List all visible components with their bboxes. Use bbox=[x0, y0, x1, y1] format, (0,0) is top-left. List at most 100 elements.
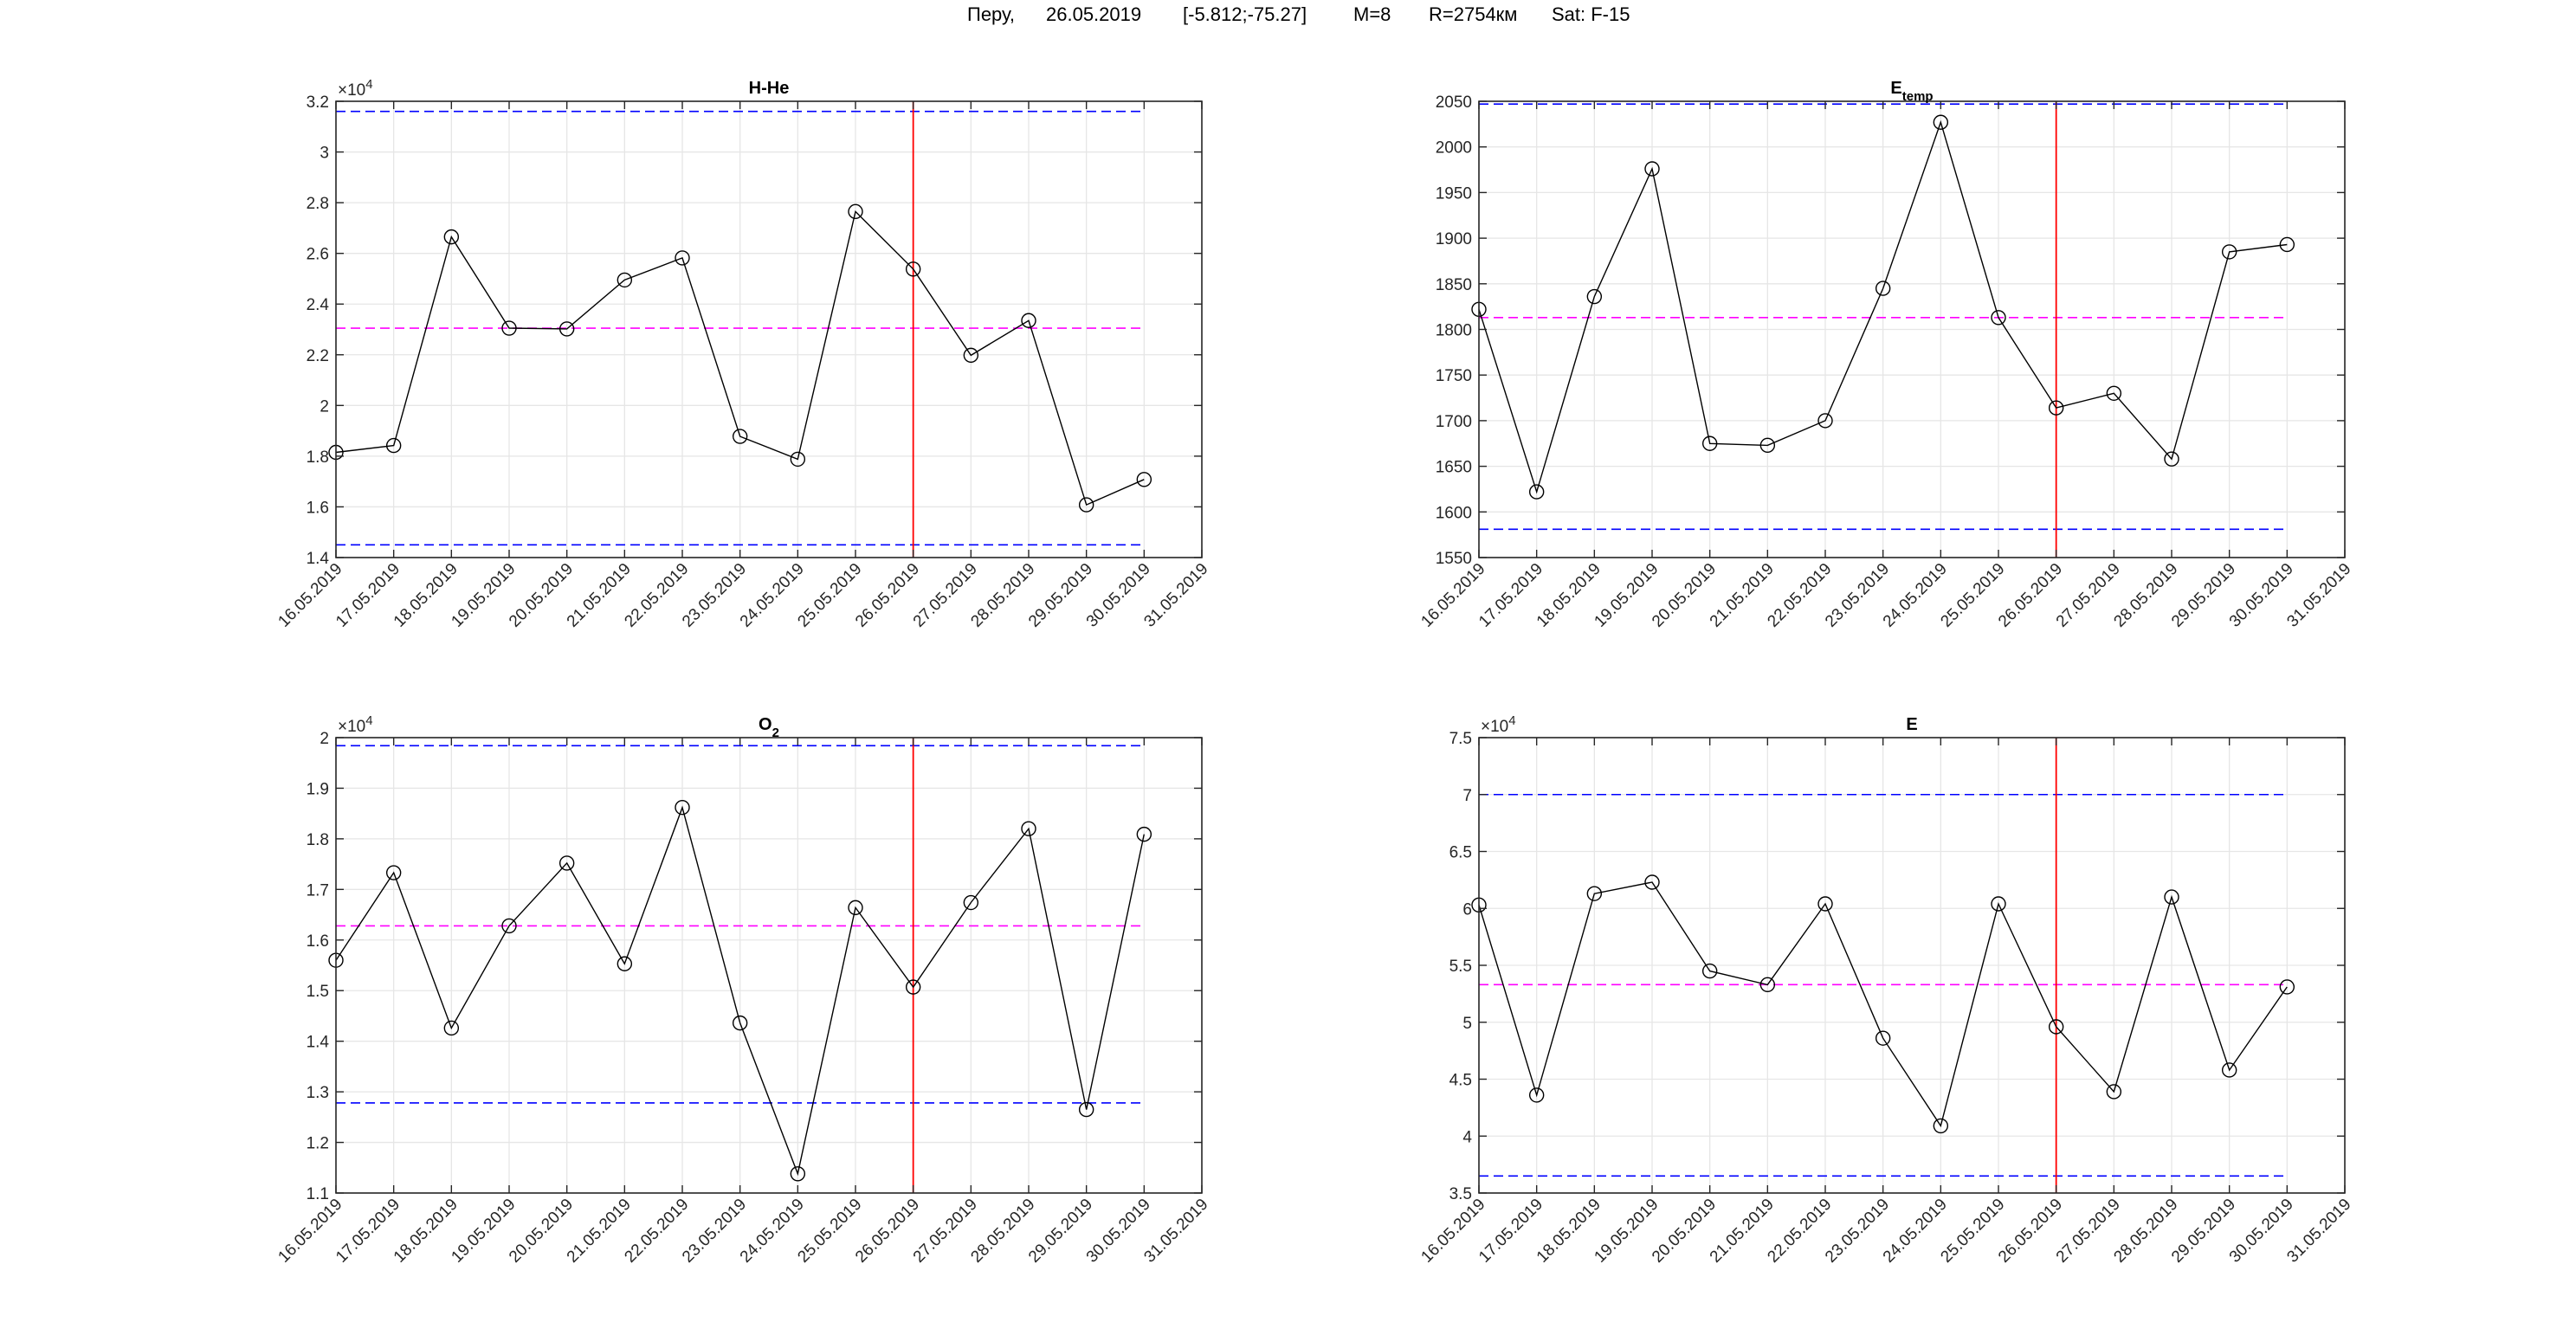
o2-data-point bbox=[848, 900, 863, 916]
e-temp-data-point bbox=[1991, 310, 2006, 326]
e-data-point bbox=[2221, 1062, 2237, 1078]
e-temp-data-point bbox=[2279, 236, 2295, 253]
h-he-title: H-He bbox=[749, 79, 790, 98]
e-y-tick-label: 7 bbox=[1462, 787, 1472, 805]
e-temp-data-point bbox=[1933, 114, 1949, 130]
h-he-data-point bbox=[617, 272, 633, 288]
e-temp-data-point bbox=[2164, 451, 2179, 467]
o2-y-tick-label: 1.4 bbox=[307, 1034, 330, 1052]
e-temp-y-tick-label: 1850 bbox=[1436, 276, 1472, 294]
h-he-data-point bbox=[1078, 497, 1094, 513]
o2-y-tick-label: 1.9 bbox=[307, 780, 329, 798]
e-temp-y-tick-label: 2000 bbox=[1436, 139, 1472, 158]
e-title: E bbox=[1906, 715, 1917, 734]
h-he-plot-area bbox=[336, 101, 1202, 558]
h-he-data-point bbox=[443, 229, 460, 245]
e-temp-y-tick-label: 1700 bbox=[1436, 413, 1472, 431]
e-temp-data-point bbox=[1528, 484, 1545, 500]
e-data-point bbox=[1701, 963, 1718, 979]
o2-y-tick-label: 1.5 bbox=[307, 983, 329, 1001]
o2-y-tick-label: 1.7 bbox=[307, 881, 329, 900]
h-he-data-point bbox=[790, 451, 806, 468]
h-he-y-tick-label: 2.4 bbox=[307, 296, 330, 314]
chart-panel-e: 3.544.555.566.577.516.05.201917.05.20191… bbox=[1417, 713, 2354, 1267]
e-temp-y-tick-label: 1600 bbox=[1436, 504, 1472, 522]
o2-data-point bbox=[443, 1020, 460, 1036]
e-temp-data-point bbox=[1875, 281, 1891, 296]
o2-data-point bbox=[1136, 826, 1152, 842]
e-temp-data-point bbox=[1586, 288, 1603, 305]
o2-y-tick-label: 1.2 bbox=[307, 1135, 329, 1153]
h-he-y-tick-label: 2.8 bbox=[307, 195, 329, 213]
h-he-data-point bbox=[732, 429, 748, 444]
e-data-point bbox=[2164, 889, 2179, 905]
e-y-tick-label: 5 bbox=[1462, 1015, 1472, 1033]
o2-title: O2 bbox=[759, 715, 779, 740]
e-temp-series-line bbox=[1478, 119, 2288, 494]
e-temp-y-tick-label: 1800 bbox=[1436, 322, 1472, 340]
figure-title-location: Перу, bbox=[967, 3, 1015, 25]
h-he-y-tick-label: 1.6 bbox=[307, 499, 329, 517]
o2-data-point bbox=[905, 979, 921, 995]
h-he-y-tick-label: 3 bbox=[320, 145, 329, 163]
h-he-data-point bbox=[1021, 313, 1036, 328]
h-he-data-point bbox=[905, 261, 921, 277]
o2-data-point bbox=[617, 956, 633, 971]
e-temp-title: Etemp bbox=[1890, 79, 1933, 104]
e-y-tick-label: 7.5 bbox=[1449, 730, 1472, 748]
h-he-y-tick-label: 2.6 bbox=[307, 246, 329, 264]
o2-series-line bbox=[335, 805, 1145, 1177]
figure-title-date: 26.05.2019 bbox=[1046, 3, 1141, 25]
e-data-point bbox=[1817, 896, 1833, 912]
e-temp-data-point bbox=[2048, 400, 2064, 416]
h-he-data-point bbox=[963, 347, 979, 364]
e-y-tick-label: 5.5 bbox=[1449, 958, 1472, 976]
o2-data-point bbox=[501, 918, 517, 934]
o2-data-point bbox=[1021, 821, 1036, 836]
h-he-y-exponent-label: ×104 bbox=[338, 77, 373, 100]
e-data-point bbox=[1875, 1030, 1891, 1046]
e-data-point bbox=[2279, 979, 2295, 995]
h-he-data-point bbox=[675, 250, 690, 266]
e-y-tick-label: 3.5 bbox=[1449, 1185, 1472, 1203]
o2-axes-box bbox=[335, 737, 1203, 1194]
o2-data-point bbox=[385, 865, 402, 880]
o2-y-exponent-label: ×104 bbox=[338, 713, 373, 736]
o2-y-tick-label: 1.1 bbox=[307, 1185, 329, 1203]
e-y-exponent-label: ×104 bbox=[1481, 713, 1516, 736]
o2-y-tick-label: 2 bbox=[320, 730, 329, 748]
figure-title-magnitude: M=8 bbox=[1353, 3, 1391, 25]
h-he-y-tick-label: 2.2 bbox=[307, 347, 329, 365]
o2-data-point bbox=[790, 1166, 806, 1182]
e-data-point bbox=[1586, 886, 1603, 901]
figure-title-coords: [-5.812;-75.27] bbox=[1183, 3, 1307, 25]
o2-plot-area bbox=[336, 738, 1202, 1193]
chart-panel-h-he: 1.41.61.822.22.42.62.833.216.05.201917.0… bbox=[274, 77, 1211, 631]
e-temp-y-tick-label: 1650 bbox=[1436, 459, 1472, 477]
e-temp-y-tick-label: 1900 bbox=[1436, 230, 1472, 248]
e-y-tick-label: 6 bbox=[1462, 900, 1472, 919]
h-he-y-tick-label: 1.4 bbox=[307, 550, 330, 568]
e-temp-y-tick-label: 1750 bbox=[1436, 367, 1472, 385]
o2-data-point bbox=[1078, 1101, 1094, 1118]
e-data-point bbox=[2048, 1019, 2064, 1035]
h-he-data-point bbox=[501, 320, 517, 336]
e-temp-data-point bbox=[2221, 244, 2237, 260]
e-temp-data-point bbox=[1817, 413, 1833, 429]
e-data-point bbox=[1933, 1118, 1949, 1134]
o2-data-point bbox=[963, 894, 979, 911]
o2-y-tick-label: 1.3 bbox=[307, 1084, 329, 1102]
e-temp-data-point bbox=[1759, 437, 1776, 454]
h-he-data-point bbox=[385, 437, 402, 454]
e-temp-data-point bbox=[1701, 435, 1718, 451]
h-he-y-tick-label: 1.8 bbox=[307, 448, 329, 467]
chart-panel-e-temp: 1550 1600 1650 1700 1750 1800 1850 1900 1950 2000… bbox=[1417, 79, 2354, 631]
e-temp-y-tick-label: 2050 bbox=[1436, 94, 1472, 112]
h-he-y-tick-label: 3.2 bbox=[307, 94, 329, 112]
e-temp-data-point bbox=[2106, 385, 2122, 401]
e-data-point bbox=[1991, 896, 2006, 912]
o2-y-tick-label: 1.8 bbox=[307, 831, 329, 849]
h-he-data-point bbox=[558, 321, 575, 337]
e-temp-y-tick-label: 1950 bbox=[1436, 184, 1472, 203]
